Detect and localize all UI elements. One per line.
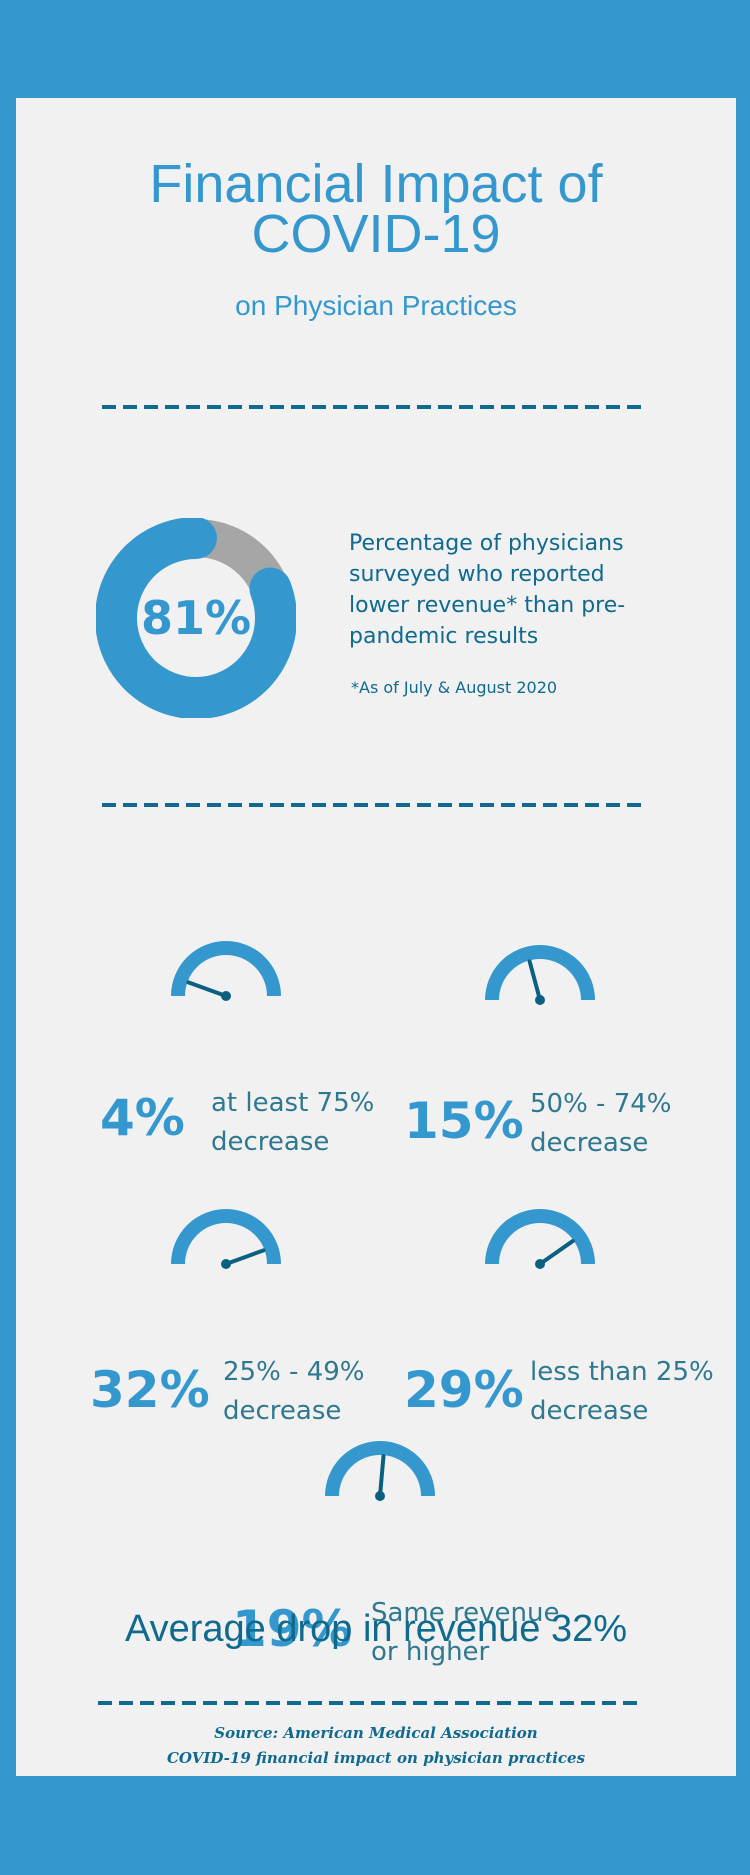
stat-value: 32% [90,1361,210,1419]
infographic-card: Financial Impact of COVID-19 on Physicia… [16,98,736,1776]
gauge-icon [325,1441,435,1501]
dashed-divider-1 [102,405,642,409]
gauge-needle [378,1454,386,1498]
source-line-2: COVID-19 financial impact on physician p… [166,1749,586,1767]
stat-label-line2: decrease [223,1396,342,1426]
donut-percentage: 81% [140,591,252,645]
stat-value: 29% [404,1361,524,1419]
stat-label-line1: less than 25% [530,1357,714,1387]
gauge-icon [171,941,281,1001]
stat-label-line1: 25% - 49% [223,1357,365,1387]
title-line-1: Financial Impact of [149,154,603,214]
stat-label-line2: or higher [371,1637,490,1667]
gauge-hub [535,1259,545,1269]
stat-label-line1: Same revenue [371,1598,560,1628]
gauge-hub [535,995,545,1005]
source-line-1: Source: American Medical Association [214,1724,538,1742]
donut-arc [96,518,296,718]
dashed-divider-2 [102,803,642,807]
gauge-needle [186,980,228,998]
donut-chart [96,518,296,718]
subtitle: on Physician Practices [235,290,517,321]
gauge-hub [221,991,231,1001]
average-drop-heading: Average drop in revenue 32% [124,1608,628,1650]
gauge-needle [224,1248,266,1266]
stat-label-line2: decrease [530,1128,649,1158]
gauge-icon [171,1209,281,1269]
stat-value: 19% [232,1600,352,1658]
dashed-divider-3 [98,1701,638,1705]
stat-label-line2: decrease [530,1396,649,1426]
source-citation: Source: American Medical Association COV… [16,1721,736,1771]
gauge-icon [485,1209,595,1269]
headline-description: Percentage of physicians surveyed who re… [349,531,626,649]
gauge-hub [221,1259,231,1269]
gauge-hub [375,1491,385,1501]
stat-label-line1: at least 75% [211,1088,375,1118]
gauge-icon [485,945,595,1005]
title-line-2: COVID-19 [251,204,501,264]
stat-label-line2: decrease [211,1127,330,1157]
gauge-needle [527,959,542,1002]
footnote: *As of July & August 2020 [351,678,558,697]
stat-label-line1: 50% - 74% [530,1089,672,1119]
stat-value: 4% [100,1089,185,1147]
gauge-needle [538,1239,575,1266]
stat-value: 15% [404,1092,524,1150]
